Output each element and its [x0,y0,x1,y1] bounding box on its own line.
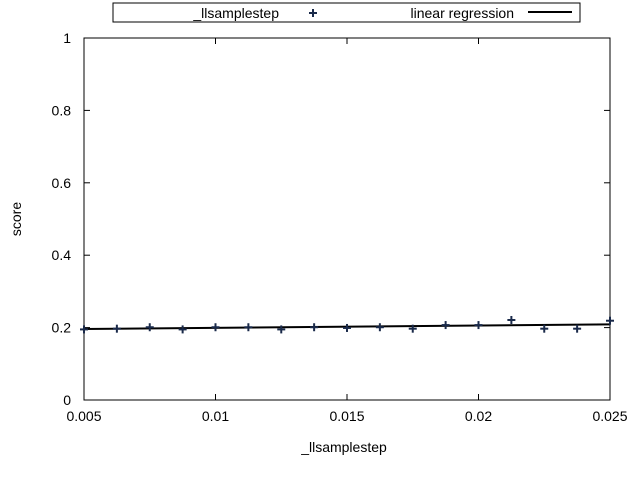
y-tick-label: 0.8 [52,102,72,118]
y-tick-label: 0.6 [52,175,72,191]
data-point [573,324,582,333]
data-point [178,325,187,334]
x-tick-label: 0.01 [202,408,229,424]
y-tick-label: 0.4 [52,247,72,263]
legend-label-scatter: _llsamplestep [192,5,279,21]
data-point [507,315,516,324]
scatter-points [80,315,614,334]
legend-label-regression: linear regression [411,5,515,21]
data-point [211,323,220,332]
data-point [606,316,614,325]
legend-box [112,2,581,23]
data-point [375,323,384,332]
data-point [441,321,450,330]
x-tick-label: 0.025 [592,408,627,424]
y-tick-label: 0 [63,392,71,408]
y-tick-label: 0.2 [52,320,72,336]
legend-marker-plus [309,9,317,17]
axis-ticks [83,37,611,401]
data-point [145,323,154,332]
data-point [244,323,253,332]
data-point [474,321,483,330]
data-point [277,325,286,334]
data-point [540,324,549,333]
data-point [343,323,351,332]
data-point [112,324,121,333]
data-point [408,324,417,333]
x-tick-label: 0.005 [66,408,101,424]
x-tick-label: 0.02 [465,408,492,424]
axis-tick-labels: 0.005 0.01 0.015 0.02 0.025 0 0.2 0.4 0.6 0.8 1 [52,30,628,424]
data-point [80,325,88,334]
y-axis-label: score [8,202,24,236]
legend-marker-glyph [309,9,317,17]
y-tick-label: 1 [63,30,71,46]
x-axis-label: _llsamplestep [300,439,387,455]
x-tick-label: 0.015 [329,408,364,424]
data-point [310,323,319,332]
